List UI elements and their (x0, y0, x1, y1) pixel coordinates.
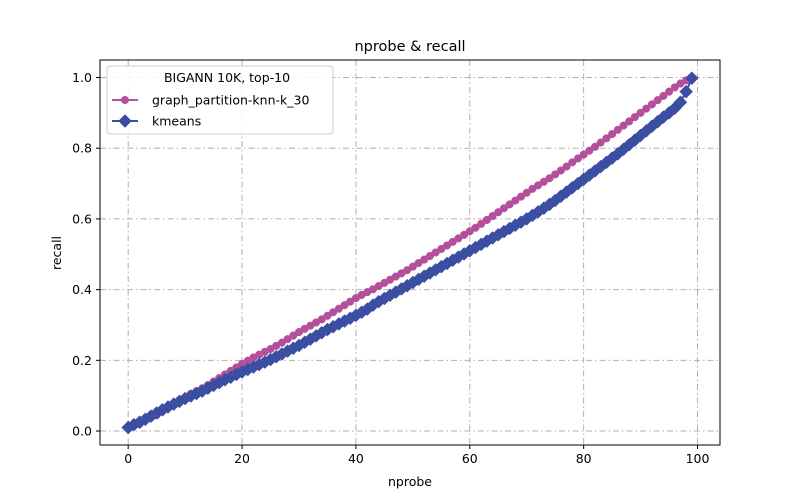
data-point (482, 215, 491, 225)
data-point (670, 83, 679, 92)
data-point (684, 71, 699, 86)
y-tick-label: 0.8 (72, 141, 92, 156)
data-point (494, 208, 503, 217)
data-point (636, 108, 645, 117)
data-point (488, 212, 497, 221)
x-tick-label: 100 (686, 451, 710, 466)
data-point (679, 84, 693, 99)
data-point (505, 200, 514, 209)
data-point (664, 87, 674, 96)
x-axis-label: nprobe (388, 474, 432, 489)
legend-title: BIGANN 10K, top-10 (164, 70, 290, 85)
legend-entry: graph_partition-knn-k_30 (112, 93, 309, 108)
data-point (608, 130, 617, 139)
data-point (511, 196, 520, 205)
x-tick-label: 20 (234, 451, 250, 466)
legend-box (106, 65, 334, 135)
x-tick-label: 80 (576, 451, 592, 466)
data-point (673, 95, 688, 110)
data-point (573, 154, 583, 163)
data-point (562, 162, 571, 171)
data-point (613, 125, 622, 134)
x-tick-label: 0 (124, 451, 132, 466)
data-point (585, 146, 594, 155)
y-tick-label: 0.0 (72, 424, 92, 439)
series-kmeans (121, 71, 699, 435)
data-point (630, 113, 639, 122)
data-point (471, 223, 480, 232)
x-tick-label: 40 (348, 451, 364, 466)
data-point (545, 174, 554, 183)
x-axis-ticks: 0 20 40 60 80 100 (124, 445, 709, 466)
x-tick-label: 60 (462, 451, 478, 466)
y-tick-label: 0.6 (72, 211, 92, 226)
legend-entry: kmeans (112, 114, 201, 129)
y-tick-label: 0.4 (72, 282, 92, 297)
data-point (619, 121, 628, 130)
chart-title: nprobe & recall (354, 39, 465, 55)
data-point (653, 96, 662, 105)
legend: BIGANN 10K, top-10 graph_partition-knn-k… (106, 65, 334, 135)
data-point (602, 134, 611, 143)
legend-marker (118, 114, 132, 128)
data-point (516, 192, 526, 201)
data-point (625, 117, 634, 126)
legend-label: graph_partition-knn-k_30 (152, 93, 309, 108)
series-layer (121, 71, 699, 435)
data-point (659, 91, 668, 100)
data-point (477, 219, 486, 228)
data-point (522, 188, 531, 197)
data-point (590, 142, 600, 151)
data-point (568, 158, 577, 167)
data-point (579, 150, 588, 159)
y-axis-label: recall (49, 236, 64, 270)
y-tick-label: 1.0 (72, 70, 92, 85)
legend-marker (120, 95, 130, 105)
data-point (556, 166, 565, 175)
plot-frame (99, 59, 721, 446)
data-point (596, 138, 605, 147)
data-point (647, 100, 657, 109)
y-axis-ticks: 0.0 0.2 0.4 0.6 0.8 1.0 (72, 70, 100, 439)
legend-label: kmeans (152, 114, 201, 129)
data-point (551, 170, 560, 179)
y-tick-label: 0.2 (72, 353, 92, 368)
data-point (642, 104, 651, 113)
data-point (499, 204, 508, 213)
